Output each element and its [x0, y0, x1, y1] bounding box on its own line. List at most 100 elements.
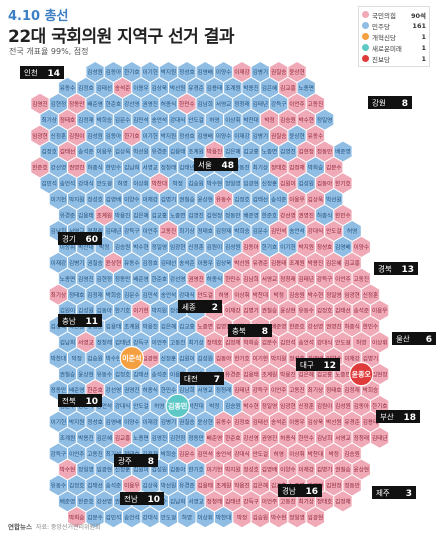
district-winner-label: 박선원 — [161, 482, 176, 490]
district-winner-label: 정일영 — [289, 513, 304, 521]
legend-name: 새로운미래 — [372, 44, 402, 53]
district-winner-label: 최기상 — [298, 498, 313, 506]
district-winner-label: 김교흥 — [317, 370, 332, 378]
district-winner-label: 고동진 — [308, 100, 323, 108]
district-winner-label: 서영교 — [216, 100, 231, 108]
district-winner-label: 한기호 — [262, 243, 277, 251]
district-winner-label: 김동아 — [243, 243, 258, 251]
district-winner-label: 노종면 — [170, 211, 185, 219]
legend-name: 개혁신당 — [372, 33, 396, 42]
district-winner-label: 김성원 — [197, 354, 212, 362]
district-winner-label: 노종면 — [262, 148, 277, 156]
district-winner-label: 노종면 — [335, 370, 350, 378]
district-winner-label: 김현정 — [51, 100, 66, 108]
district-winner-label: 이용우 — [170, 370, 185, 378]
district-winner-label: 김민석 — [271, 227, 286, 235]
district-winner-label: 고동진 — [87, 450, 102, 458]
district-winner-label: 정성호 — [243, 466, 258, 474]
district-winner-label: 유동수 — [51, 483, 66, 490]
district-winner-label: 조계원 — [188, 148, 203, 156]
region-label: 대구 12 — [296, 358, 340, 371]
district-winner-label: 강득구 — [271, 101, 286, 108]
district-winner-label: 김정호 — [78, 85, 93, 92]
district-winner-label: 김태년 — [225, 498, 240, 506]
region-label-box — [368, 96, 412, 109]
district-winner-label: 이언주 — [142, 227, 157, 235]
district-winner-label: 정태호 — [317, 498, 332, 506]
region-name: 광주 — [118, 456, 132, 466]
district-winner-label: 박정 — [264, 116, 274, 124]
district-winner-label: 신정훈 — [51, 132, 66, 140]
district-winner-label: 송언석 — [298, 339, 313, 347]
district-winner-label: 허종식 — [317, 211, 332, 219]
district-winner-label: 안도걸 — [326, 227, 341, 235]
district-winner-label: 김병기 — [253, 132, 268, 140]
district-winner-label: 박용진 — [142, 323, 157, 331]
district-winner-label: 김민석 — [133, 116, 148, 124]
district-winner-label: 김교흥 — [243, 148, 258, 156]
district-winner-label: 최기상 — [179, 227, 194, 235]
district-winner-label: 이언주 — [262, 498, 277, 506]
district-winner-label: 김태선 — [133, 370, 148, 378]
district-winner-label: 정태호 — [69, 291, 84, 299]
region-label: 인천 14 — [20, 66, 64, 79]
district-winner-label: 한민수 — [161, 386, 176, 394]
district-winner-label: 김영진 — [78, 275, 93, 283]
district-winner-label: 임광현 — [32, 132, 47, 140]
district-winner-label: 김교흥 — [280, 84, 295, 92]
district-winner-label: 김태선 — [335, 307, 350, 315]
district-winner-label: 김현정 — [298, 148, 313, 156]
district-winner-label: 임광현 — [243, 180, 258, 188]
district-winner-label: 정청래 — [161, 164, 176, 172]
legend-swatch — [362, 55, 369, 62]
district-winner-label: 정태호 — [60, 116, 75, 124]
district-winner-label: 정태호 — [271, 164, 286, 172]
region-label-box — [58, 314, 102, 327]
legend-item-democratic: 민주당 161 — [362, 20, 426, 31]
district-winner-label: 임광현 — [280, 402, 295, 410]
district-winner-label: 유동수 — [97, 371, 112, 378]
district-winner-label: 배준영 — [87, 100, 102, 108]
district-winner-label: 김교흥 — [344, 259, 359, 267]
district-winner-label: 김용태 — [363, 418, 378, 426]
district-winner-label: 고동진 — [170, 339, 185, 347]
district-winner-label: 최기상 — [51, 291, 66, 299]
district-winner-label: 김문수 — [326, 165, 341, 172]
district-winner-label: 한민수 — [363, 323, 378, 331]
district-winner-label: 김병기 — [317, 466, 332, 474]
district-winner-label: 정성호 — [170, 307, 185, 315]
region-name: 강원 — [372, 98, 386, 108]
district-winner-label: 박찬대 — [216, 513, 231, 521]
district-winner-label: 이양수 — [124, 195, 139, 203]
region-label: 충북 8 — [228, 324, 272, 337]
district-winner-label: 김교흥 — [179, 323, 194, 331]
region-seat-count: 7 — [214, 375, 220, 385]
district-winner-label: 윤상현 — [106, 259, 121, 267]
district-winner-label: 강선영 — [280, 211, 295, 219]
district-winner-label: 김원이 — [133, 466, 148, 474]
region-name: 충북 — [232, 327, 246, 336]
district-winner-label: 김문수 — [124, 292, 139, 299]
district-winner-label: 유동수 — [216, 419, 231, 426]
region-name: 세종 — [182, 303, 196, 312]
district-winner-label: 김동아 — [354, 402, 369, 410]
district-winner-label: 조계원 — [289, 259, 304, 267]
district-winner-label: 권칠승 — [60, 370, 75, 378]
district-winner-label: 정청래 — [207, 498, 222, 506]
district-winner-label: 박찬대 — [152, 180, 167, 188]
district-winner-label: 정성호 — [87, 195, 102, 203]
district-winner-label: 박희승 — [363, 386, 378, 394]
district-winner-label: 윤상현 — [280, 307, 295, 315]
legend-count: 90석 — [410, 11, 426, 20]
district-winner-label: 김영진 — [188, 211, 203, 219]
district-winner-label: 송언석 — [97, 402, 112, 410]
district-winner-label: 송언석 — [60, 180, 75, 188]
district-winner-label: 김은혜 — [326, 259, 341, 267]
district-winner-label: 김용태 — [271, 259, 286, 267]
region-seat-count: 10 — [147, 495, 160, 505]
district-winner-label: 권칠승 — [335, 466, 350, 474]
district-winner-label: 김민석 — [41, 180, 56, 188]
district-winner-label: 김문수 — [115, 117, 130, 124]
district-winner-label: 허영 — [356, 339, 366, 347]
district-winner-label: 이용우 — [197, 259, 212, 267]
